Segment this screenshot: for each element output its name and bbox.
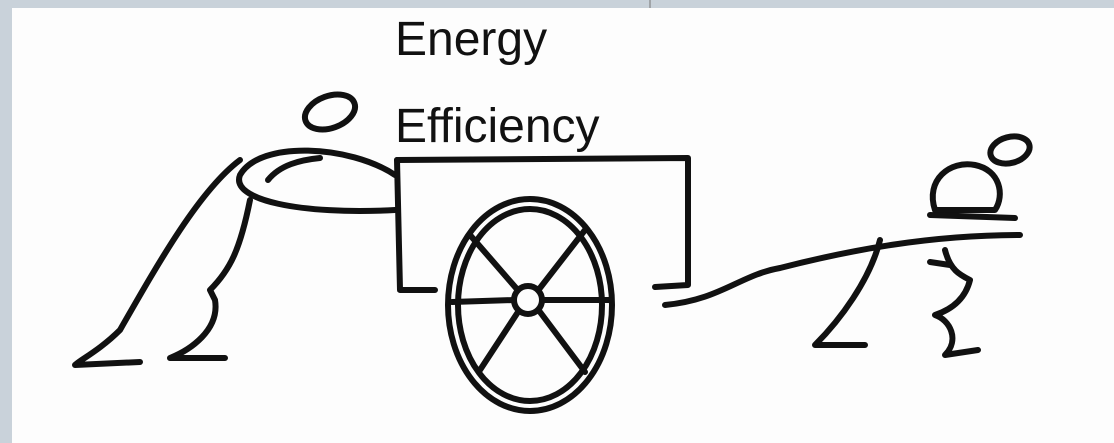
sketch — [0, 0, 1114, 443]
top-band — [0, 0, 1114, 8]
left-band — [0, 0, 12, 443]
slide: Energy Efficiency — [0, 0, 1114, 443]
title-line: Energy — [395, 16, 547, 64]
pusher-figure — [75, 88, 395, 365]
puller-figure — [665, 132, 1033, 355]
title-line: Efficiency — [395, 103, 600, 151]
cart — [397, 158, 688, 411]
